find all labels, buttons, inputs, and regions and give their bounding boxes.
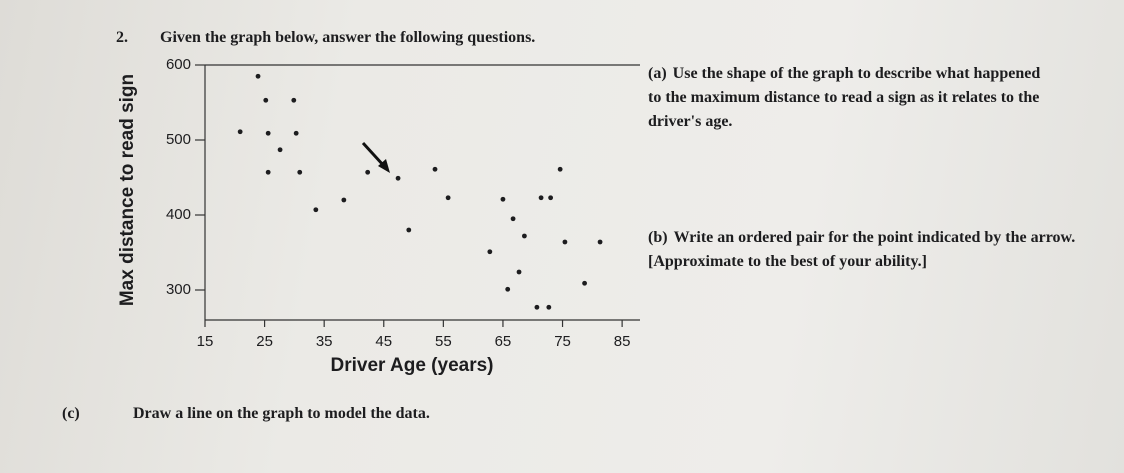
x-tick-label: 35 xyxy=(316,333,333,350)
point xyxy=(365,169,371,175)
point xyxy=(505,286,511,292)
x-tick-label: 15 xyxy=(197,333,214,350)
point xyxy=(291,97,297,103)
part-text: Write an ordered pair for the point indi… xyxy=(648,229,1076,270)
point xyxy=(297,169,303,175)
point xyxy=(546,304,552,310)
point xyxy=(597,239,603,245)
point xyxy=(487,249,493,255)
point xyxy=(255,73,261,79)
part-a: (a) Use the shape of the graph to describ… xyxy=(648,62,1043,134)
part-text: Use the shape of the graph to describe w… xyxy=(648,65,1041,130)
point xyxy=(510,216,516,222)
point xyxy=(293,130,299,136)
point xyxy=(313,207,319,213)
x-tick-label: 25 xyxy=(256,333,273,350)
part-label: (b) xyxy=(648,229,668,246)
part-b: (b) Write an ordered pair for the point i… xyxy=(648,226,1088,274)
point xyxy=(582,280,587,286)
arrow xyxy=(361,141,390,173)
x-tick-label: 65 xyxy=(495,333,512,350)
point xyxy=(265,169,271,175)
point xyxy=(263,97,269,103)
part-c-text: Draw a line on the graph to model the da… xyxy=(133,405,430,422)
point xyxy=(521,233,527,239)
x-tick-label: 45 xyxy=(375,333,392,350)
point xyxy=(500,196,506,202)
point xyxy=(562,239,568,245)
x-tick-label: 75 xyxy=(554,333,571,350)
point xyxy=(516,269,522,275)
y-tick-label: 600 xyxy=(166,56,191,73)
part-label: (a) xyxy=(648,65,667,82)
x-tick-label: 55 xyxy=(435,333,452,350)
point xyxy=(237,129,243,135)
point xyxy=(534,304,540,310)
point xyxy=(432,166,438,172)
x-tick-label: 85 xyxy=(614,333,631,350)
y-tick-label: 400 xyxy=(166,206,191,223)
point xyxy=(538,195,544,201)
point xyxy=(445,195,451,201)
y-axis-label: Max distance to read sign xyxy=(117,74,138,306)
y-tick-label: 300 xyxy=(166,281,191,298)
point xyxy=(277,147,283,153)
y-tick-label: 500 xyxy=(166,131,191,148)
question-text: Given the graph below, answer the follow… xyxy=(160,29,536,46)
point xyxy=(557,166,563,172)
point xyxy=(406,227,412,233)
point xyxy=(265,130,271,136)
point xyxy=(395,175,401,181)
question-number: 2. xyxy=(116,29,128,46)
point xyxy=(341,197,347,203)
point xyxy=(548,195,554,201)
part-c-label: (c) xyxy=(62,405,80,422)
x-axis-label: Driver Age (years) xyxy=(331,355,494,376)
